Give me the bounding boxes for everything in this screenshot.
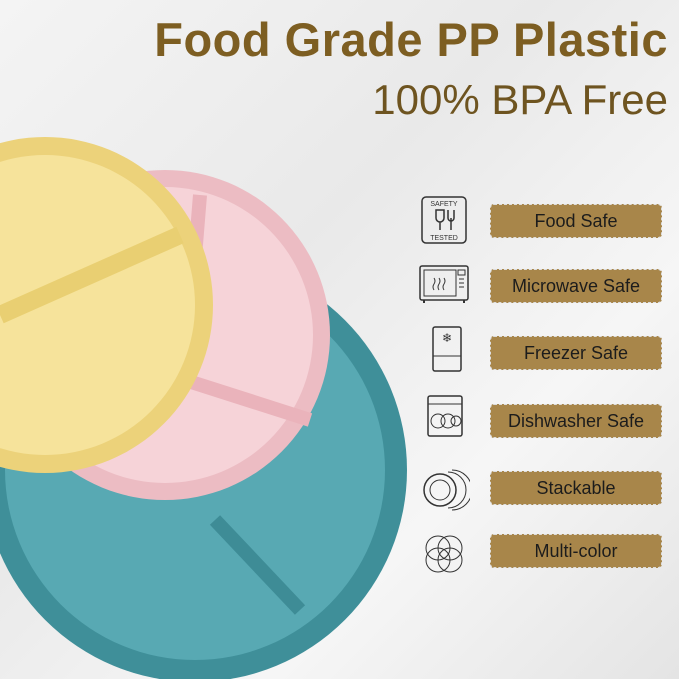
feature-badge-multi-color: Multi-color (490, 534, 662, 568)
yellow-plate (0, 137, 213, 473)
safety-tested-icon: SAFETY TESTED (418, 196, 470, 244)
safety-label: SAFETY (430, 201, 458, 208)
feature-badge-microwave-safe: Microwave Safe (490, 269, 662, 303)
freezer-icon: ❄ (418, 326, 470, 374)
svg-text:❄: ❄ (442, 331, 452, 345)
multi-color-circles-icon (418, 528, 470, 576)
feature-badge-dishwasher-safe: Dishwasher Safe (490, 404, 662, 438)
feature-badge-food-safe: Food Safe (490, 204, 662, 238)
subheadline: 100% BPA Free (372, 76, 668, 123)
dishwasher-icon (418, 394, 470, 442)
microwave-icon (418, 262, 470, 310)
stacked-plates-icon (418, 464, 473, 512)
tested-label: TESTED (430, 235, 458, 242)
headline: Food Grade PP Plastic (154, 13, 668, 66)
feature-badge-stackable: Stackable (490, 471, 662, 505)
feature-badge-freezer-safe: Freezer Safe (490, 336, 662, 370)
